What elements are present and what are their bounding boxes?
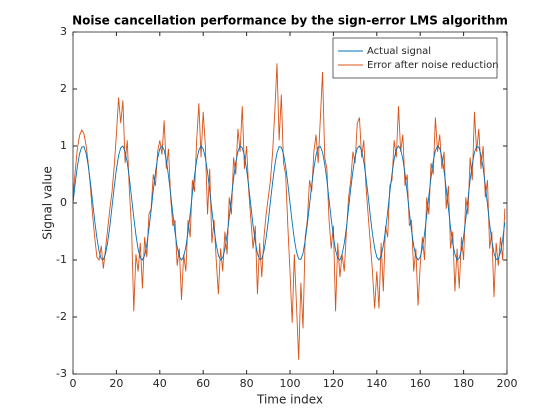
x-tick-label: 20 xyxy=(109,377,123,390)
legend-label: Actual signal xyxy=(367,46,431,57)
axes-box xyxy=(72,31,508,375)
y-tick-label: 2 xyxy=(60,82,67,95)
legend-label: Error after noise reduction xyxy=(367,60,499,71)
legend-box xyxy=(332,37,498,79)
x-tick-label: 40 xyxy=(153,377,167,390)
chart-title: Noise cancellation performance by the si… xyxy=(72,14,508,28)
y-tick-label: -3 xyxy=(56,367,67,380)
y-axis-label: Signal value xyxy=(41,166,55,239)
series-line xyxy=(73,145,506,261)
y-tick-label: -1 xyxy=(56,253,67,266)
x-tick-label: 120 xyxy=(323,377,344,390)
x-tick-label: 200 xyxy=(497,377,518,390)
x-axis-label: Time index xyxy=(256,393,323,407)
y-tick-label: 0 xyxy=(60,196,67,209)
x-tick-label: 60 xyxy=(196,377,210,390)
y-tick-label: -2 xyxy=(56,310,67,323)
x-tick-label: 180 xyxy=(453,377,474,390)
y-tick-label: 3 xyxy=(60,25,67,38)
x-tick-label: 80 xyxy=(240,377,254,390)
x-tick-label: 0 xyxy=(70,377,77,390)
x-tick-label: 160 xyxy=(410,377,431,390)
x-tick-label: 140 xyxy=(366,377,387,390)
y-tick-label: 1 xyxy=(60,139,67,152)
series-line xyxy=(73,63,506,360)
x-tick-label: 100 xyxy=(280,377,301,390)
